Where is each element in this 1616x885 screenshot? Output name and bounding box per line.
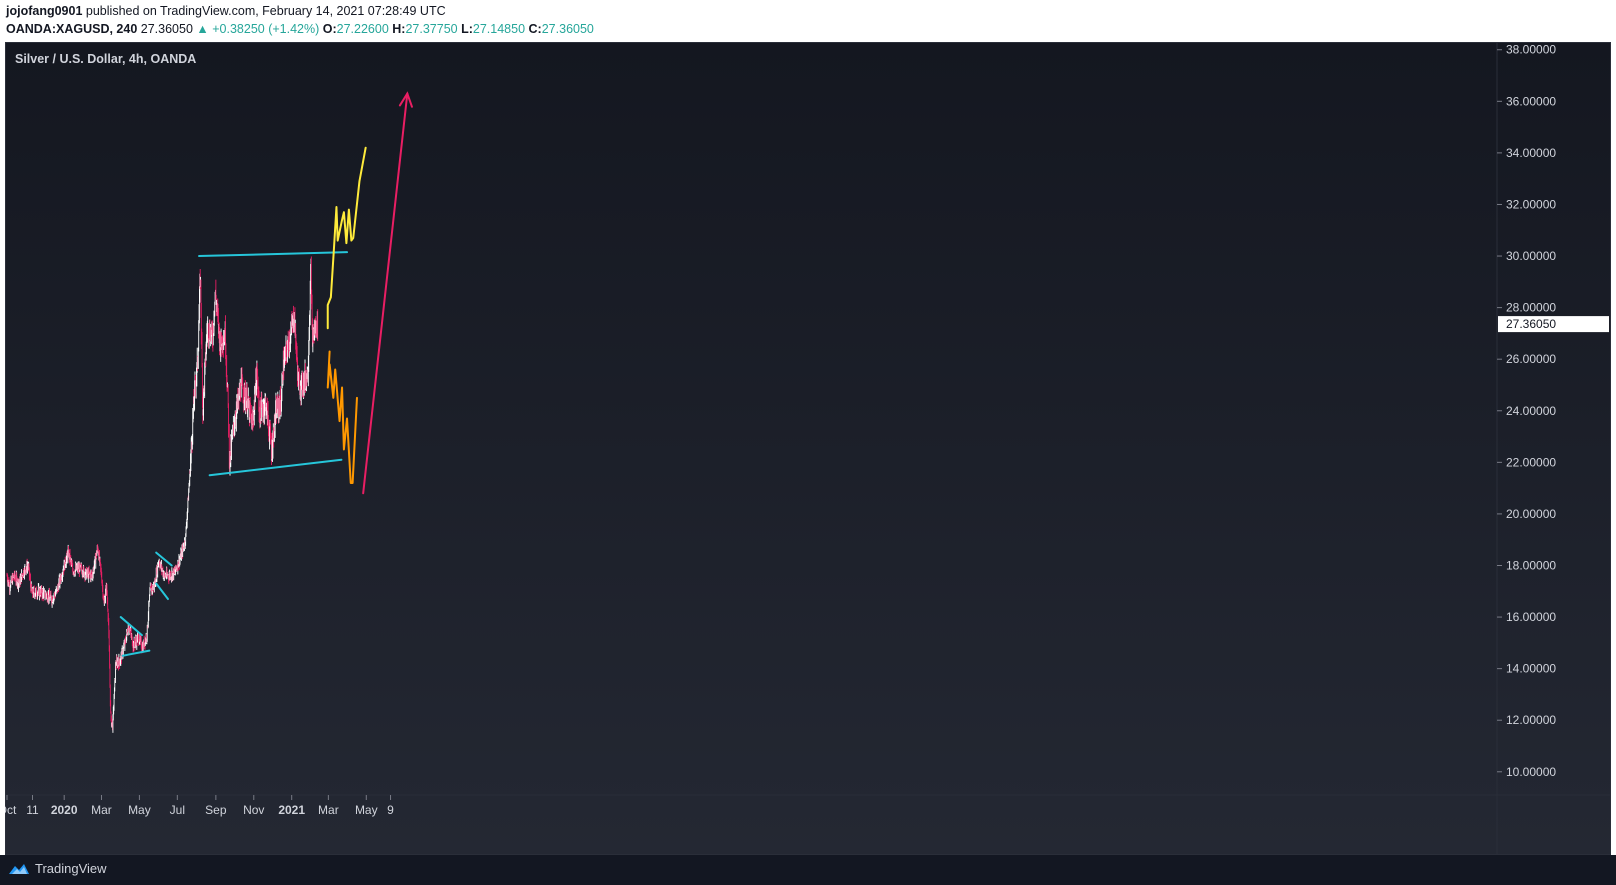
high-value: 27.37750 <box>405 22 458 36</box>
x-tick-label: Oct <box>5 803 17 817</box>
channel-bottom-line <box>208 458 343 477</box>
tradingview-brand-label: TradingView <box>35 861 107 876</box>
wedge-top-line <box>119 616 143 637</box>
channel-top-line <box>198 251 349 258</box>
y-tick-label: 20.00000 <box>1506 507 1556 521</box>
bullish-arrow-line <box>362 92 409 495</box>
y-tick-label: 16.00000 <box>1506 610 1556 624</box>
flag-bottom-line <box>155 582 169 601</box>
low-label: L: <box>461 22 473 36</box>
y-tick-label: 26.00000 <box>1506 352 1556 366</box>
x-tick-label: 2021 <box>278 803 305 817</box>
flag-top-line <box>155 551 173 567</box>
publish-text: published on TradingView.com, February 1… <box>85 4 446 18</box>
y-tick-label: 12.00000 <box>1506 713 1556 727</box>
y-tick-label: 10.00000 <box>1506 765 1556 779</box>
close-label: C: <box>528 22 542 36</box>
tradingview-brand[interactable]: TradingView <box>8 861 107 876</box>
y-tick-label: 38.00000 <box>1506 43 1556 57</box>
tradingview-logo-icon <box>9 863 29 874</box>
x-tick-label: Jul <box>170 803 185 817</box>
yellow-projection-path <box>326 146 367 330</box>
price-change: ▲ +0.38250 (+1.42%) <box>196 22 320 36</box>
x-tick-label: 9 <box>387 803 394 817</box>
author-name: jojofang0901 <box>6 4 83 18</box>
close-value: 27.36050 <box>541 22 594 36</box>
price-chart[interactable]: 10.00000 12.00000 14.00000 16.00000 18.00000… <box>5 42 1611 855</box>
y-tick-label: 14.00000 <box>1506 662 1556 676</box>
x-tick-label: Sep <box>205 803 227 817</box>
y-tick-label: 18.00000 <box>1506 558 1556 572</box>
y-tick-label: 24.00000 <box>1506 404 1556 418</box>
price-bars <box>6 256 319 733</box>
y-tick-label: 32.00000 <box>1506 197 1556 211</box>
last-price-tag <box>1498 316 1609 333</box>
open-value: 27.22600 <box>336 22 389 36</box>
last-price-header: 27.36050 <box>140 22 193 36</box>
publish-info: jojofang0901 published on TradingView.co… <box>6 4 446 18</box>
x-tick-label: 2020 <box>51 803 78 817</box>
orange-projection-path <box>326 350 358 484</box>
symbol-name: OANDA:XAGUSD, 240 <box>6 22 138 36</box>
x-tick-label: Nov <box>243 803 264 817</box>
y-tick-label: 36.00000 <box>1506 94 1556 108</box>
symbol-info: OANDA:XAGUSD, 240 27.36050 ▲ +0.38250 (+… <box>6 22 594 36</box>
chart-title: Silver / U.S. Dollar, 4h, OANDA <box>15 52 197 66</box>
bullish-arrow-head <box>398 91 413 108</box>
x-tick-label: May <box>128 803 151 817</box>
x-tick-label: May <box>355 803 378 817</box>
y-tick-label: 22.00000 <box>1506 455 1556 469</box>
y-tick-label: 30.00000 <box>1506 249 1556 263</box>
open-label: O: <box>322 22 337 36</box>
y-tick-label: 34.00000 <box>1506 146 1556 160</box>
x-tick-label: Mar <box>91 803 112 817</box>
x-tick-label: 11 <box>26 803 39 817</box>
y-tick-label: 28.00000 <box>1506 301 1556 315</box>
wedge-bottom-line <box>121 649 151 657</box>
low-value: 27.14850 <box>472 22 526 36</box>
high-label: H: <box>392 22 406 36</box>
footer-bar <box>0 855 1616 885</box>
x-tick-label: Mar <box>318 803 339 817</box>
last-price-label: 27.36050 <box>1506 317 1556 331</box>
